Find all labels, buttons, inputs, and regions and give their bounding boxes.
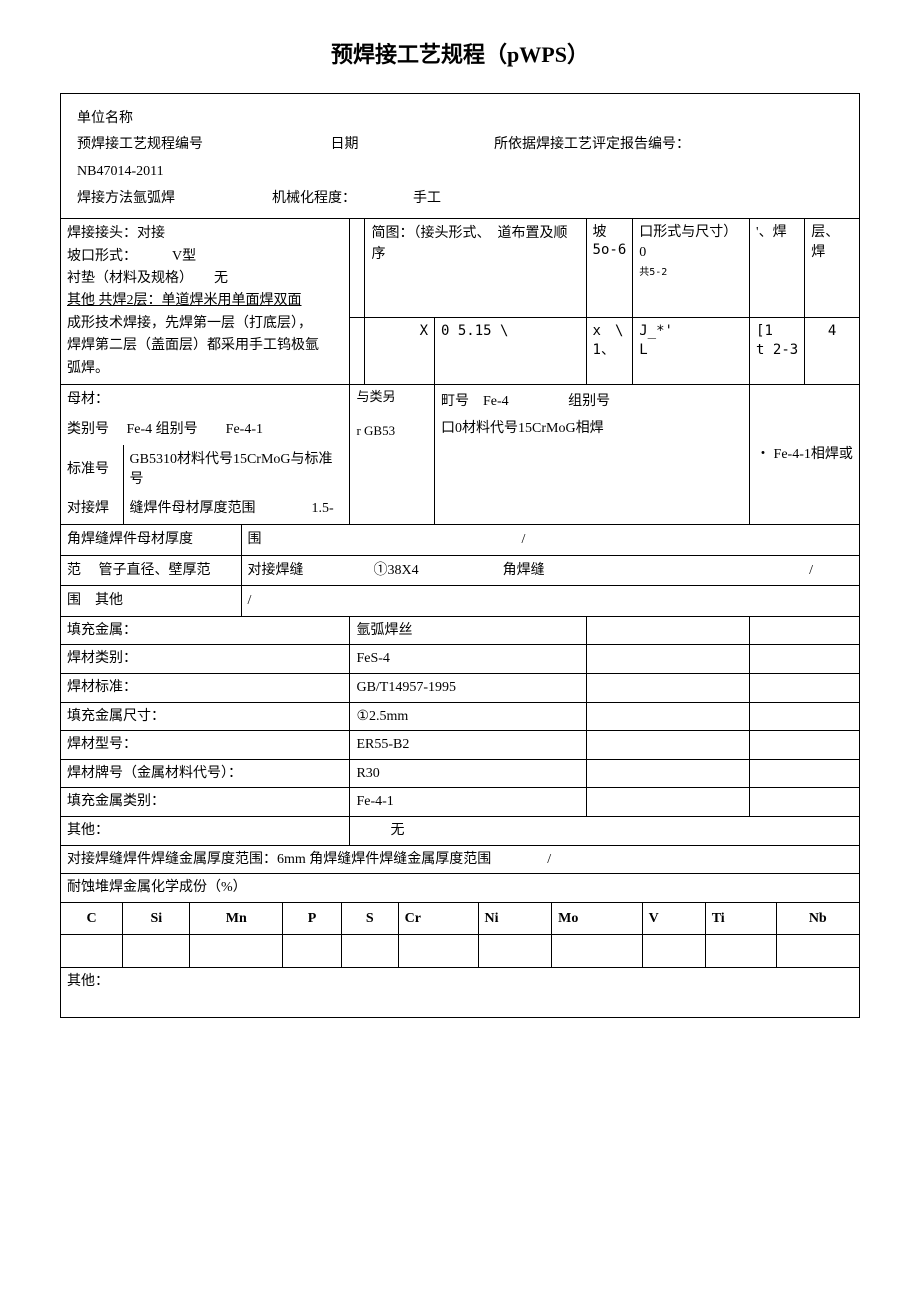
header-block: 单位名称 预焊接工艺规程编号 日期 所依据焊接工艺评定报告编号： NB47014… [67,98,853,214]
fr-6-v: Fe-4-1 [350,788,586,817]
sk-c5: 层、焊 [811,225,839,260]
sk-c2a: 5o-6 [593,242,627,258]
bm-l3a: 标准号 [61,445,123,494]
fr-6-l: 填充金属类别： [61,788,350,817]
sk-c2p: 坡 [593,224,607,240]
th-r2b: 对接焊缝 ①38X4 角焊缝 [248,563,545,578]
method-label: 焊接方法 [77,186,133,213]
bm-r2: 口0材料代号15CrMoG相焊 [441,416,743,443]
bm-mid1: 与类另 [356,389,395,404]
other-v: 无 [350,817,860,846]
joint-l2: 坡口形式： V型 [67,246,343,268]
chem-h-0: C [61,903,123,935]
joint-l3: 衬垫（材料及规格） 无 [67,268,343,290]
chem-h-4: S [341,903,398,935]
pwps-form: 单位名称 预焊接工艺规程编号 日期 所依据焊接工艺评定报告编号： NB47014… [60,93,860,1018]
sk2c: x \ 1、 [586,318,633,384]
pwps-no-label: 预焊接工艺规程编号 [77,132,327,159]
th-r3b: / [248,593,252,608]
fr-3-v: ①2.5mm [350,702,586,731]
bm-l3b: GB5310材料代号15CrMoG与标准号 [123,445,349,494]
sk2e: [1 t 2-3 [750,318,805,384]
fr-4-l: 焊材型号： [61,731,350,760]
chem-h-8: V [642,903,705,935]
joint-l7: 弧焊。 [67,358,343,380]
th-r1a: 角焊缝焊件母材厚度 [61,525,241,555]
fr-4-v: ER55-B2 [350,731,586,760]
bm-l2: 类别号 Fe-4 组别号 Fe-4-1 [61,415,349,445]
sk-c4: '、焊 [756,225,787,240]
footer-other: 其他： [61,967,860,1017]
chem-h-2: Mn [190,903,283,935]
chem-h-1: Si [123,903,190,935]
mech-value: 手工 [413,186,441,213]
ref-value: NB47014-2011 [77,159,164,186]
sk2b: 0 5.15 \ [435,318,587,384]
joint-l5: 成形技术焊接，先焊第一层（打底层）， [67,313,343,335]
fr-1-v: FeS-4 [350,645,586,674]
fr-5-v: R30 [350,759,586,788]
chem-h-6: Ni [478,903,552,935]
bm-mid2: r GB53 [356,423,395,438]
ref-label: 所依据焊接工艺评定报告编号： [494,132,690,159]
sk2f: 4 [805,318,860,384]
chem-h-5: Cr [398,903,478,935]
page-title: 预焊接工艺规程（pWPS） [60,40,860,71]
date-label: 日期 [331,132,491,159]
fr-2-l: 焊材标准： [61,674,350,703]
bm-l1: 母材： [61,385,349,415]
chem-h-9: Ti [705,903,776,935]
org-label: 单位名称 [77,106,133,133]
sk2d: J_*' L [633,318,750,384]
chem-table: C Si Mn P S Cr Ni Mo V Ti Nb [61,903,859,967]
fr-1-l: 焊材类别： [61,645,350,674]
bm-l4a: 对接焊 [61,494,123,524]
sk-c1: 简图：（接头形式、 道布置及顺序 [371,226,567,262]
fr-0-l: 填充金属： [61,616,350,645]
th-r2c: / [809,561,813,581]
joint-l1: 焊接接头：对接 [67,223,343,245]
joint-l6: 焊焊第二层（盖面层）都采用手工钨极氩 [67,335,343,357]
th-r2a: 范 管子直径、壁厚范 [61,555,241,586]
bm-r1: 町号 Fe-4 组别号 [441,389,743,416]
chem-h-10: Nb [776,903,859,935]
th-r1b: 围 [248,532,262,547]
th-r1c: / [522,532,526,547]
fr-0-v: 氩弧焊丝 [350,616,586,645]
sk-c3a: 共5-2 [639,267,667,278]
bm-note: ・ Fe-4-1相焊或 [756,447,853,462]
chem-h-7: Mo [552,903,643,935]
joint-l4: 其他 共焊2层：单道焊米用单面焊双面 [67,290,343,312]
range-row: 对接焊缝焊件焊缝金属厚度范围：6mm 角焊缝焊件焊缝金属厚度范围 / [61,845,860,874]
other-l: 其他： [61,817,350,846]
method-value: 氩弧焊 [133,186,175,213]
chem-h-3: P [283,903,342,935]
fr-3-l: 填充金属尺寸： [61,702,350,731]
mech-label: 机械化程度： [272,186,356,213]
fr-5-l: 焊材牌号（金属材料代号）： [61,759,350,788]
sk2a: X [365,318,435,384]
chem-title: 耐蚀堆焊金属化学成份（%） [61,874,860,903]
fr-2-v: GB/T14957-1995 [350,674,586,703]
th-r3a: 围 其他 [61,586,241,616]
bm-l4b: 缝焊件母材厚度范围 1.5- [123,494,349,524]
sk-c3: 口形式与尺寸）0 [639,225,737,260]
